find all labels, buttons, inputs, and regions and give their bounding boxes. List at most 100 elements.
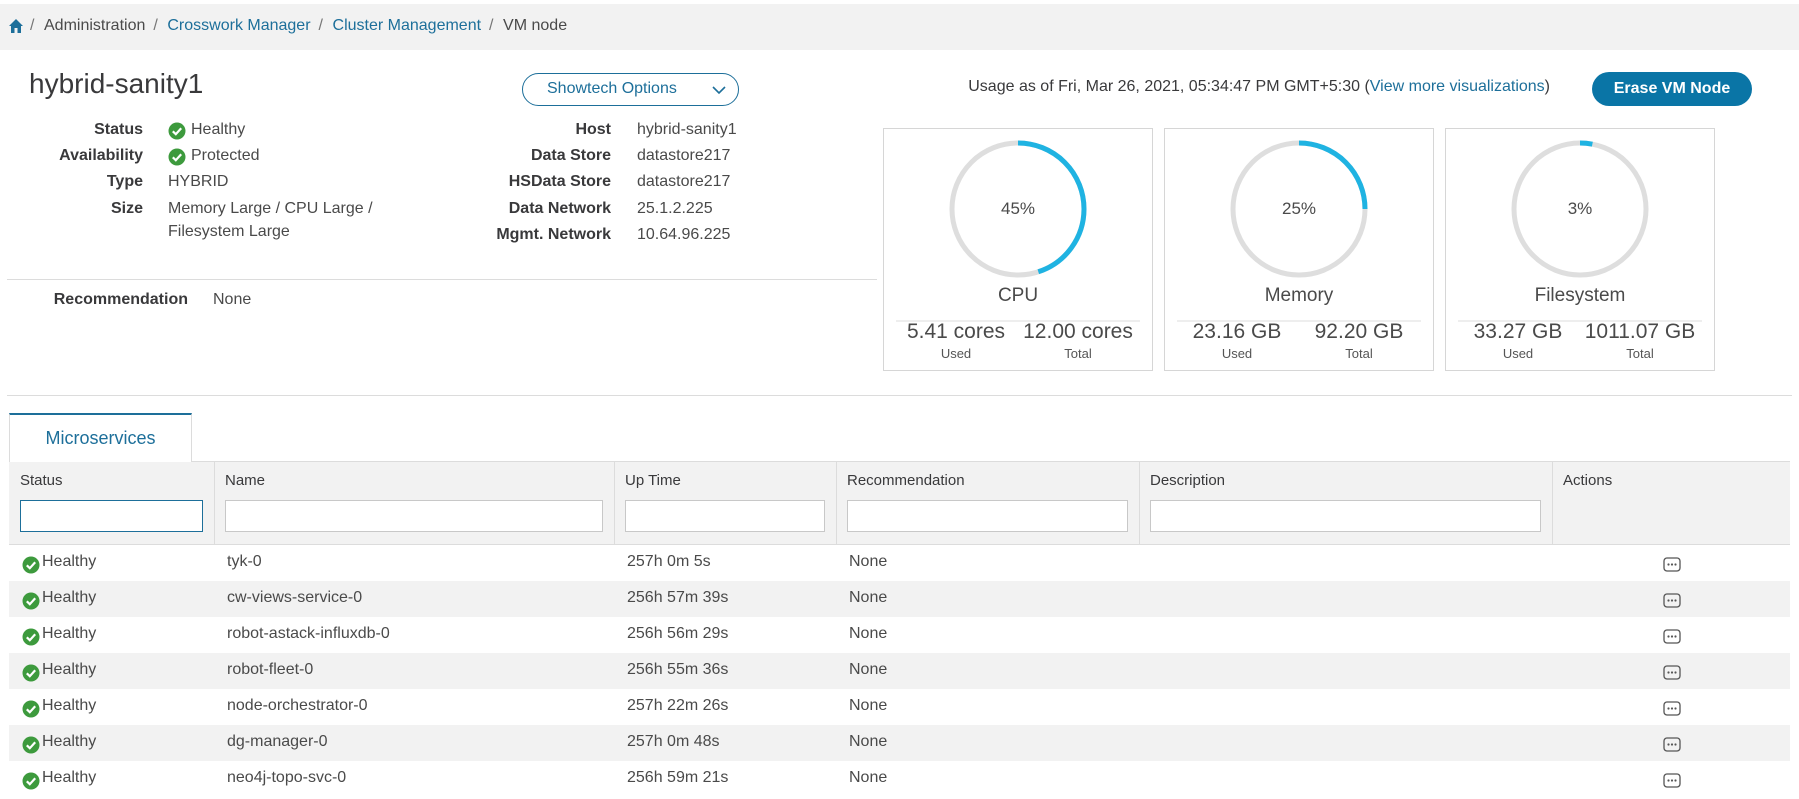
cell: None: [849, 625, 888, 642]
column-filter[interactable]: [625, 500, 825, 532]
check-icon: [168, 148, 186, 166]
usage-line: Usage as of Fri, Mar 26, 2021, 05:34:47 …: [968, 78, 1550, 96]
check-circle: [168, 148, 186, 166]
gauge-arc: [1230, 140, 1368, 278]
chevron-icon: [712, 86, 726, 95]
detail-value: 25.1.2.225: [637, 200, 713, 217]
gauge-used: 5.41 cores: [906, 320, 1006, 343]
breadcrumb-separator: /: [30, 17, 35, 34]
table-row: [9, 545, 1790, 581]
check-circle: [168, 122, 186, 140]
detail-value: 10.64.96.225: [637, 226, 731, 243]
gauge-used: 23.16 GB: [1192, 320, 1282, 343]
breadcrumb-bar: [0, 4, 1799, 50]
breadcrumb-item: Administration: [44, 17, 146, 34]
cell: 257h 0m 5s: [627, 553, 711, 570]
actions-dot: [1667, 635, 1670, 638]
actions-dot: [1667, 671, 1670, 674]
actions-icon[interactable]: [1663, 629, 1681, 644]
actions-frame: [1663, 701, 1681, 716]
column-filter[interactable]: [1150, 500, 1541, 532]
actions-dot: [1674, 779, 1677, 782]
breadcrumb-item[interactable]: Crosswork Manager: [167, 17, 311, 34]
gauge-used-label: Used: [1221, 346, 1253, 361]
cell: None: [849, 661, 888, 678]
actions-icon[interactable]: [1663, 557, 1681, 572]
detail-label: Host: [575, 121, 611, 138]
check-icon: [22, 772, 40, 790]
erase-button[interactable]: Erase VM Node: [1592, 72, 1752, 106]
detail-label: Mgmt. Network: [496, 226, 611, 243]
usage-text: Usage as of Fri, Mar 26, 2021, 05:34:47 …: [968, 78, 1370, 95]
recommendation-label: Recommendation: [53, 291, 188, 308]
cell: 256h 55m 36s: [627, 661, 729, 678]
gauge-card: 3% Filesystem 33.27 GB 1011.07 GB Used Total: [1445, 128, 1715, 371]
cell: None: [849, 697, 888, 714]
cell: node-orchestrator-0: [227, 697, 368, 714]
recommendation-value: None: [213, 291, 252, 308]
erase-label: Erase VM Node: [1613, 80, 1731, 97]
detail-label: HSData Store: [508, 173, 611, 190]
actions-dot: [1667, 599, 1670, 602]
detail-value: hybrid-sanity1: [637, 121, 737, 138]
table-row: [9, 761, 1790, 797]
gauge-total-label: Total: [1064, 346, 1092, 361]
actions-dot: [1667, 779, 1670, 782]
detail-label: Size: [110, 200, 143, 217]
gauge-name: Memory: [1264, 285, 1334, 306]
cell: Healthy: [42, 661, 97, 678]
check-mark: [26, 777, 37, 786]
cell: dg-manager-0: [227, 733, 328, 750]
actions-dot: [1670, 563, 1674, 566]
column-divider: [614, 462, 615, 545]
actions-dot: [1667, 707, 1670, 710]
table-row: [9, 617, 1790, 653]
gauge: [896, 140, 1140, 322]
cell: robot-fleet-0: [227, 661, 314, 678]
cell: Healthy: [42, 733, 97, 750]
divider: [7, 279, 877, 280]
column-divider: [836, 462, 837, 545]
gauge-total: 1011.07 GB: [1584, 320, 1696, 343]
actions-icon[interactable]: [1663, 737, 1681, 752]
detail-label: Availability: [59, 147, 143, 164]
column-filter[interactable]: [225, 500, 603, 532]
check-mark: [26, 633, 37, 642]
cell: Healthy: [42, 553, 97, 570]
actions-dot: [1674, 707, 1677, 710]
actions-frame: [1663, 665, 1681, 680]
gauge-name: CPU: [997, 285, 1039, 306]
gauge-percent: 3%: [1567, 199, 1593, 218]
cell: 257h 22m 26s: [627, 697, 729, 714]
actions-frame: [1663, 737, 1681, 752]
breadcrumb-item[interactable]: Cluster Management: [332, 17, 482, 34]
table-row: [9, 725, 1790, 761]
check-circle: [22, 736, 40, 754]
showtech-dropdown[interactable]: Showtech Options: [522, 73, 739, 106]
column-filter[interactable]: [20, 500, 203, 532]
actions-dot: [1670, 707, 1674, 710]
home-shape: [9, 19, 23, 33]
table-row: [9, 689, 1790, 725]
actions-icon[interactable]: [1663, 593, 1681, 608]
column-filter[interactable]: [847, 500, 1128, 532]
check-icon: [22, 736, 40, 754]
actions-icon[interactable]: [1663, 701, 1681, 716]
gauge-total: 92.20 GB: [1314, 320, 1404, 343]
actions-dot: [1674, 743, 1677, 746]
actions-icon[interactable]: [1663, 665, 1681, 680]
detail-label: Data Network: [508, 200, 611, 217]
gauge-card: 45% CPU 5.41 cores 12.00 cores Used Total: [883, 128, 1153, 371]
microservices-tab[interactable]: Microservices: [9, 413, 192, 462]
breadcrumb-item: VM node: [503, 17, 568, 34]
actions-dot: [1667, 563, 1670, 566]
check-icon: [22, 628, 40, 646]
actions-icon[interactable]: [1663, 773, 1681, 788]
check-mark: [26, 597, 37, 606]
actions-dot: [1674, 599, 1677, 602]
column-header: Up Time: [625, 472, 681, 489]
gauge-card: 25% Memory 23.16 GB 92.20 GB Used Total: [1164, 128, 1434, 371]
usage-link[interactable]: View more visualizations: [1369, 78, 1545, 95]
breadcrumb-separator: /: [318, 17, 323, 34]
